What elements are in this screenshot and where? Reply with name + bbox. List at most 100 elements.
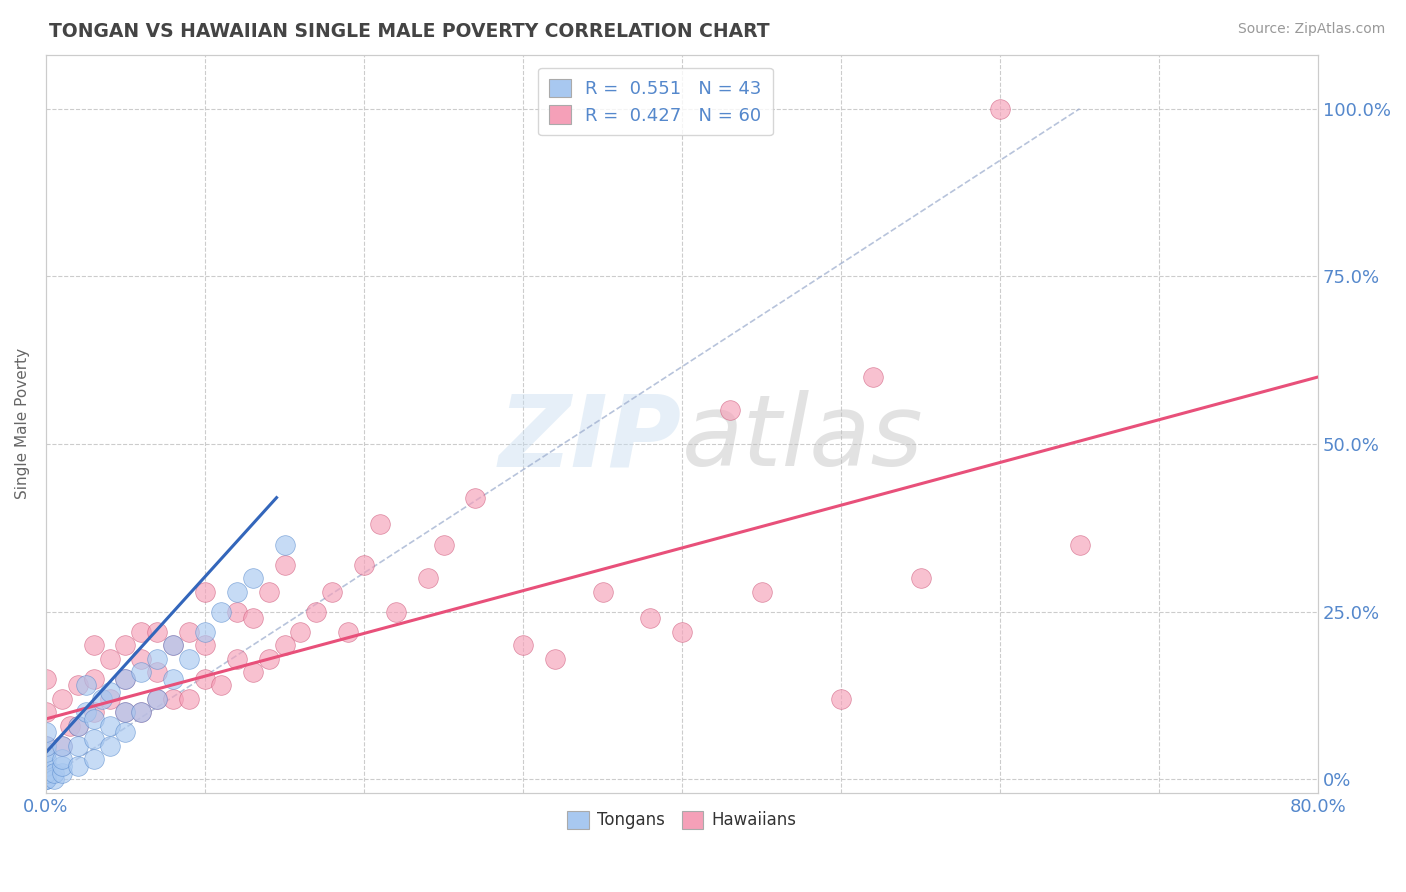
Point xyxy=(257,584,280,599)
Point xyxy=(51,759,73,773)
Point xyxy=(131,624,153,639)
Point xyxy=(51,752,73,766)
Point xyxy=(162,691,184,706)
Point xyxy=(51,739,73,753)
Point xyxy=(177,651,200,665)
Point xyxy=(290,624,312,639)
Point xyxy=(35,705,58,719)
Point xyxy=(242,571,264,585)
Point xyxy=(98,685,121,699)
Point xyxy=(66,678,89,692)
Point xyxy=(35,772,58,787)
Point xyxy=(337,624,360,639)
Point xyxy=(114,672,136,686)
Point xyxy=(162,638,184,652)
Point xyxy=(75,705,97,719)
Point xyxy=(83,705,105,719)
Point xyxy=(305,605,328,619)
Point xyxy=(225,584,247,599)
Point xyxy=(162,672,184,686)
Point xyxy=(432,538,454,552)
Point xyxy=(35,739,58,753)
Point xyxy=(131,665,153,679)
Point xyxy=(273,638,295,652)
Point xyxy=(225,605,247,619)
Text: atlas: atlas xyxy=(682,390,924,487)
Point xyxy=(273,558,295,572)
Point xyxy=(42,765,65,780)
Point xyxy=(830,691,852,706)
Point xyxy=(83,712,105,726)
Point xyxy=(51,765,73,780)
Point xyxy=(66,759,89,773)
Point xyxy=(114,725,136,739)
Text: TONGAN VS HAWAIIAN SINGLE MALE POVERTY CORRELATION CHART: TONGAN VS HAWAIIAN SINGLE MALE POVERTY C… xyxy=(49,22,770,41)
Point xyxy=(751,584,773,599)
Point xyxy=(90,691,112,706)
Point xyxy=(35,772,58,787)
Point xyxy=(194,638,217,652)
Point xyxy=(35,752,58,766)
Point xyxy=(83,752,105,766)
Point xyxy=(98,718,121,732)
Point xyxy=(862,370,884,384)
Point xyxy=(146,691,169,706)
Point xyxy=(35,765,58,780)
Y-axis label: Single Male Poverty: Single Male Poverty xyxy=(15,349,30,500)
Point xyxy=(66,718,89,732)
Point xyxy=(1069,538,1091,552)
Point xyxy=(385,605,408,619)
Point xyxy=(59,718,82,732)
Point xyxy=(114,672,136,686)
Point xyxy=(83,672,105,686)
Point xyxy=(35,672,58,686)
Point xyxy=(273,538,295,552)
Point xyxy=(464,491,486,505)
Point xyxy=(146,624,169,639)
Point xyxy=(718,403,741,417)
Point xyxy=(35,765,58,780)
Point xyxy=(988,102,1011,116)
Legend: Tongans, Hawaiians: Tongans, Hawaiians xyxy=(561,804,803,836)
Point xyxy=(671,624,693,639)
Point xyxy=(910,571,932,585)
Point xyxy=(131,705,153,719)
Point xyxy=(146,665,169,679)
Point xyxy=(83,731,105,746)
Point xyxy=(98,691,121,706)
Point xyxy=(146,651,169,665)
Point xyxy=(177,624,200,639)
Point xyxy=(321,584,343,599)
Point xyxy=(512,638,534,652)
Point xyxy=(638,611,661,625)
Point xyxy=(35,772,58,787)
Point xyxy=(368,517,391,532)
Point xyxy=(353,558,375,572)
Point xyxy=(114,638,136,652)
Text: Source: ZipAtlas.com: Source: ZipAtlas.com xyxy=(1237,22,1385,37)
Point xyxy=(35,759,58,773)
Point xyxy=(114,705,136,719)
Point xyxy=(209,605,232,619)
Point xyxy=(162,638,184,652)
Point xyxy=(194,672,217,686)
Point xyxy=(257,651,280,665)
Point xyxy=(51,691,73,706)
Point xyxy=(66,739,89,753)
Point xyxy=(83,638,105,652)
Point xyxy=(544,651,567,665)
Point xyxy=(131,651,153,665)
Point xyxy=(66,718,89,732)
Point xyxy=(242,665,264,679)
Point xyxy=(209,678,232,692)
Point xyxy=(416,571,439,585)
Point xyxy=(75,678,97,692)
Point xyxy=(98,651,121,665)
Point xyxy=(51,739,73,753)
Point xyxy=(146,691,169,706)
Point xyxy=(35,746,58,760)
Point xyxy=(242,611,264,625)
Point xyxy=(35,725,58,739)
Point xyxy=(194,624,217,639)
Point xyxy=(98,739,121,753)
